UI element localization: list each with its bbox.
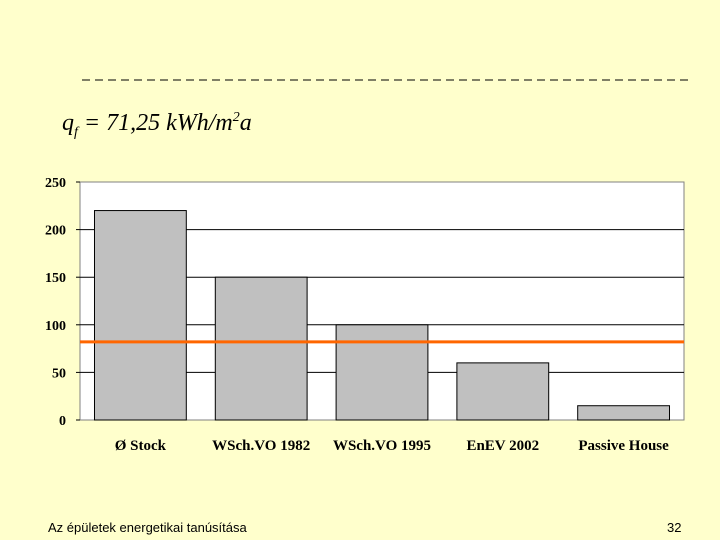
y-tick-label: 250	[45, 176, 66, 191]
x-axis-labels: Ø Stock WSch.VO 1982 WSch.VO 1995 EnEV 2002…	[115, 438, 669, 454]
footer-title: Az épületek energetikai tanúsítása	[48, 520, 247, 535]
formula-symbol: q	[62, 110, 74, 136]
y-tick-label: 150	[45, 271, 66, 286]
y-axis-ticks: 0 50 100 150 200 250	[45, 176, 80, 429]
y-tick-label: 50	[52, 366, 66, 381]
formula-subscript: f	[74, 124, 78, 140]
page-number: 32	[667, 520, 682, 535]
y-tick-label: 200	[45, 224, 66, 239]
bar	[577, 405, 671, 421]
decorative-dashed-line	[82, 79, 690, 81]
bar	[456, 362, 550, 421]
x-category-label: WSch.VO 1995	[333, 438, 431, 454]
x-category-label: Ø Stock	[115, 438, 167, 454]
formula-body: = 71,25 kWh/m	[77, 110, 233, 136]
x-category-label: EnEV 2002	[466, 438, 539, 454]
y-tick-label: 100	[45, 319, 66, 334]
formula-superscript: 2	[232, 110, 240, 125]
x-category-label: WSch.VO 1982	[212, 438, 310, 454]
bar	[93, 210, 187, 421]
formula-suffix: a	[239, 110, 252, 136]
bar	[335, 324, 429, 421]
x-category-label: Passive House	[578, 438, 669, 454]
bar	[214, 276, 308, 421]
y-tick-label: 0	[59, 414, 66, 429]
formula-text: qf = 71,25 kWh/m2a	[62, 110, 252, 141]
